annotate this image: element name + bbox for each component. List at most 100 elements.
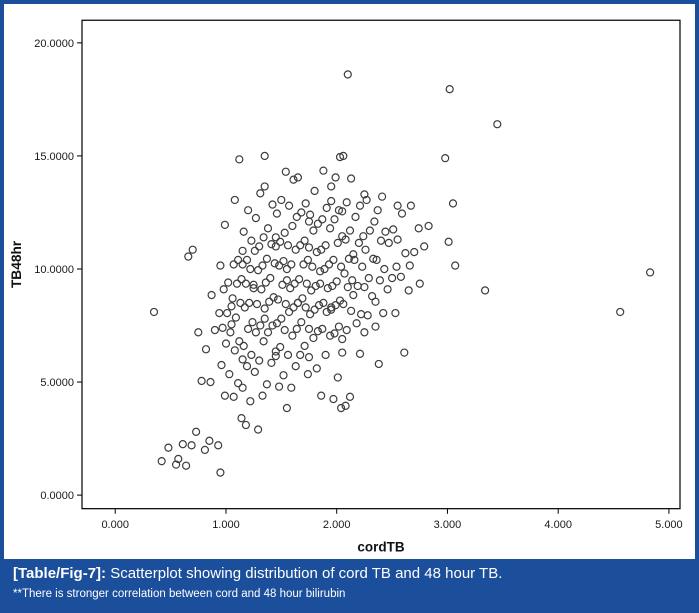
data-point bbox=[234, 379, 243, 388]
data-point bbox=[352, 319, 361, 328]
data-point bbox=[364, 273, 373, 283]
data-point bbox=[187, 441, 196, 450]
data-point bbox=[300, 236, 309, 245]
data-point bbox=[262, 254, 271, 263]
data-point bbox=[267, 239, 276, 249]
data-point bbox=[391, 308, 400, 318]
data-point bbox=[313, 219, 322, 228]
data-point bbox=[234, 255, 243, 265]
data-point bbox=[327, 182, 336, 191]
data-point bbox=[270, 259, 279, 268]
data-point bbox=[255, 356, 264, 365]
data-point bbox=[303, 369, 312, 379]
data-point bbox=[375, 276, 384, 285]
data-point bbox=[272, 319, 281, 328]
data-point bbox=[481, 286, 490, 295]
data-point bbox=[330, 329, 339, 338]
data-point bbox=[361, 245, 370, 254]
data-point bbox=[343, 70, 352, 79]
data-point bbox=[338, 207, 347, 216]
data-point bbox=[283, 350, 293, 360]
data-point bbox=[293, 173, 302, 182]
data-point bbox=[286, 284, 295, 293]
data-point bbox=[360, 328, 369, 337]
data-point bbox=[326, 224, 335, 233]
data-point bbox=[238, 355, 247, 364]
data-point bbox=[287, 260, 296, 269]
data-point bbox=[363, 311, 372, 320]
data-point bbox=[231, 313, 240, 322]
data-point bbox=[285, 201, 294, 210]
x-tick-label: 5.000 bbox=[655, 519, 683, 531]
data-point bbox=[329, 255, 338, 265]
data-point bbox=[259, 337, 268, 346]
data-point bbox=[258, 261, 267, 270]
data-point bbox=[263, 328, 273, 337]
data-point bbox=[250, 367, 259, 377]
data-point bbox=[282, 264, 291, 274]
data-point bbox=[337, 262, 346, 271]
data-point bbox=[178, 440, 187, 449]
data-point bbox=[327, 305, 336, 314]
data-point bbox=[493, 120, 502, 129]
data-point bbox=[300, 341, 309, 351]
data-point bbox=[244, 324, 253, 334]
data-point bbox=[371, 322, 380, 331]
data-point bbox=[444, 237, 453, 246]
data-point bbox=[296, 350, 305, 360]
figure-caption: [Table/Fig-7]: Scatterplot showing distr… bbox=[4, 559, 695, 609]
data-point bbox=[249, 284, 258, 293]
data-point bbox=[355, 349, 365, 358]
data-point bbox=[282, 403, 291, 413]
data-point bbox=[251, 213, 260, 223]
data-point bbox=[378, 192, 387, 201]
data-point bbox=[210, 325, 219, 335]
data-point bbox=[301, 303, 310, 312]
data-point bbox=[249, 280, 258, 289]
data-point bbox=[275, 382, 284, 391]
data-point bbox=[313, 327, 322, 336]
scatterplot: 0.000 1.000 2.000 3.000 4.000 5.000 0.0000 5.00… bbox=[9, 19, 683, 554]
data-point bbox=[236, 298, 245, 308]
data-point bbox=[400, 348, 409, 357]
data-point bbox=[424, 221, 433, 231]
data-point bbox=[269, 293, 278, 302]
data-point bbox=[304, 243, 314, 252]
data-point bbox=[339, 299, 348, 309]
data-point bbox=[380, 264, 389, 274]
data-point bbox=[266, 273, 275, 283]
data-point bbox=[616, 307, 625, 317]
data-point bbox=[247, 350, 256, 360]
data-point bbox=[246, 264, 255, 274]
caption-text: Scatterplot showing distribution of cord… bbox=[106, 565, 503, 583]
data-point bbox=[220, 391, 229, 400]
data-point bbox=[410, 247, 419, 257]
data-point bbox=[312, 364, 321, 373]
data-point bbox=[317, 391, 326, 400]
data-point bbox=[306, 210, 315, 219]
data-point bbox=[230, 195, 239, 205]
x-tick-label: 2.000 bbox=[323, 519, 351, 531]
data-point bbox=[260, 151, 269, 161]
plot-frame bbox=[81, 19, 681, 510]
data-point bbox=[645, 268, 655, 277]
data-point bbox=[262, 380, 271, 389]
data-point bbox=[219, 285, 228, 294]
data-point bbox=[261, 278, 270, 287]
data-point bbox=[365, 226, 374, 235]
data-point bbox=[232, 279, 242, 288]
data-point bbox=[200, 445, 209, 455]
data-point bbox=[383, 285, 392, 294]
data-point bbox=[260, 304, 269, 313]
data-point bbox=[263, 224, 273, 233]
data-point bbox=[277, 195, 286, 205]
data-point bbox=[265, 297, 274, 306]
data-point bbox=[228, 294, 237, 303]
data-point bbox=[316, 267, 325, 276]
data-point bbox=[278, 280, 287, 289]
data-point bbox=[451, 261, 460, 270]
data-point bbox=[281, 299, 290, 309]
y-tick-label: 20.0000 bbox=[34, 38, 74, 50]
data-point bbox=[370, 217, 379, 226]
